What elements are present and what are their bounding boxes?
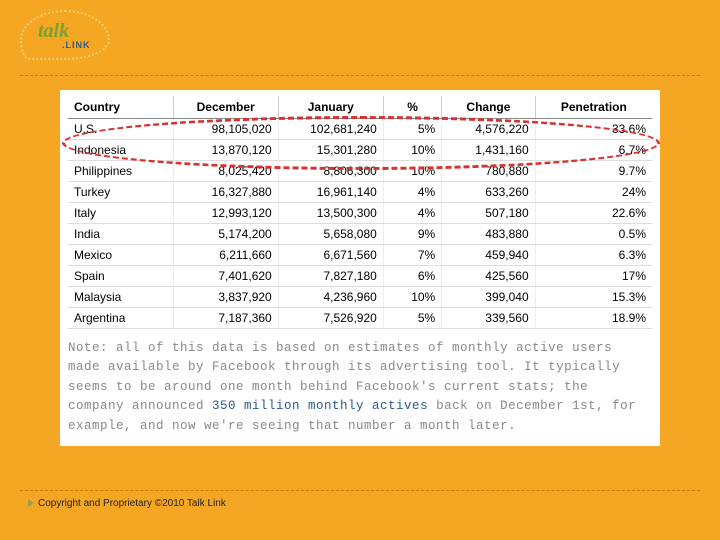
- cell: 780,880: [442, 161, 535, 182]
- table-row: U.S.98,105,020102,681,2405%4,576,22033.6…: [68, 119, 652, 140]
- col-header: January: [278, 96, 383, 119]
- cell: 7,526,920: [278, 308, 383, 329]
- cell: 6.3%: [535, 245, 652, 266]
- cell: 16,327,880: [173, 182, 278, 203]
- cell: 102,681,240: [278, 119, 383, 140]
- cell: 339,560: [442, 308, 535, 329]
- cell: 507,180: [442, 203, 535, 224]
- cell: 6,671,560: [278, 245, 383, 266]
- table-row: Indonesia13,870,12015,301,28010%1,431,16…: [68, 140, 652, 161]
- cell: U.S.: [68, 119, 173, 140]
- cell: 6.7%: [535, 140, 652, 161]
- cell: 6%: [383, 266, 441, 287]
- table-row: Argentina7,187,3607,526,9205%339,56018.9…: [68, 308, 652, 329]
- cell: 16,961,140: [278, 182, 383, 203]
- table-row: Malaysia3,837,9204,236,96010%399,04015.3…: [68, 287, 652, 308]
- note-link[interactable]: 350 million monthly actives: [212, 399, 428, 413]
- cell: 7,187,360: [173, 308, 278, 329]
- col-header: Change: [442, 96, 535, 119]
- cell: 13,500,300: [278, 203, 383, 224]
- logo-sub: .LINK: [62, 40, 91, 50]
- cell: 15.3%: [535, 287, 652, 308]
- cell: 8,025,420: [173, 161, 278, 182]
- cell: 22.6%: [535, 203, 652, 224]
- table-row: Spain7,401,6207,827,1806%425,56017%: [68, 266, 652, 287]
- cell: Indonesia: [68, 140, 173, 161]
- cell: 3,837,920: [173, 287, 278, 308]
- cell: 15,301,280: [278, 140, 383, 161]
- col-header: December: [173, 96, 278, 119]
- cell: 6,211,660: [173, 245, 278, 266]
- table-row: Italy12,993,12013,500,3004%507,18022.6%: [68, 203, 652, 224]
- cell: Argentina: [68, 308, 173, 329]
- cell: 17%: [535, 266, 652, 287]
- cell: Italy: [68, 203, 173, 224]
- cell: 459,940: [442, 245, 535, 266]
- col-header: Penetration: [535, 96, 652, 119]
- cell: 33.6%: [535, 119, 652, 140]
- cell: 483,880: [442, 224, 535, 245]
- note-text: Note: all of this data is based on estim…: [68, 339, 652, 436]
- cell: 12,993,120: [173, 203, 278, 224]
- cell: 98,105,020: [173, 119, 278, 140]
- cell: 633,260: [442, 182, 535, 203]
- cell: 18.9%: [535, 308, 652, 329]
- cell: 4%: [383, 203, 441, 224]
- cell: 24%: [535, 182, 652, 203]
- cell: 13,870,120: [173, 140, 278, 161]
- cell: 399,040: [442, 287, 535, 308]
- cell: Mexico: [68, 245, 173, 266]
- cell: 5%: [383, 119, 441, 140]
- cell: 7%: [383, 245, 441, 266]
- cell: Spain: [68, 266, 173, 287]
- cell: 10%: [383, 161, 441, 182]
- footer: Copyright and Proprietary ©2010 Talk Lin…: [28, 498, 226, 509]
- cell: 9%: [383, 224, 441, 245]
- col-header: Country: [68, 96, 173, 119]
- cell: 4,236,960: [278, 287, 383, 308]
- cell: 5,174,200: [173, 224, 278, 245]
- cell: 5%: [383, 308, 441, 329]
- cell: 5,658,080: [278, 224, 383, 245]
- cell: 10%: [383, 287, 441, 308]
- cell: Philippines: [68, 161, 173, 182]
- table-row: Philippines8,025,4208,806,30010%780,8809…: [68, 161, 652, 182]
- divider-bottom: [20, 490, 700, 491]
- cell: 7,827,180: [278, 266, 383, 287]
- cell: 10%: [383, 140, 441, 161]
- cell: Malaysia: [68, 287, 173, 308]
- table-row: Turkey16,327,88016,961,1404%633,26024%: [68, 182, 652, 203]
- logo: talk .LINK: [20, 10, 110, 60]
- cell: 7,401,620: [173, 266, 278, 287]
- data-table: CountryDecemberJanuary%ChangePenetration…: [68, 96, 652, 329]
- content-panel: CountryDecemberJanuary%ChangePenetration…: [60, 90, 660, 446]
- cell: Turkey: [68, 182, 173, 203]
- cell: 9.7%: [535, 161, 652, 182]
- cell: 0.5%: [535, 224, 652, 245]
- cell: 1,431,160: [442, 140, 535, 161]
- footer-text: Copyright and Proprietary ©2010 Talk Lin…: [38, 498, 226, 509]
- table-row: Mexico6,211,6606,671,5607%459,9406.3%: [68, 245, 652, 266]
- col-header: %: [383, 96, 441, 119]
- divider-top: [20, 75, 700, 76]
- cell: 8,806,300: [278, 161, 383, 182]
- arrow-icon: [28, 499, 34, 507]
- cell: 4,576,220: [442, 119, 535, 140]
- table-row: India5,174,2005,658,0809%483,8800.5%: [68, 224, 652, 245]
- cell: 4%: [383, 182, 441, 203]
- cell: India: [68, 224, 173, 245]
- cell: 425,560: [442, 266, 535, 287]
